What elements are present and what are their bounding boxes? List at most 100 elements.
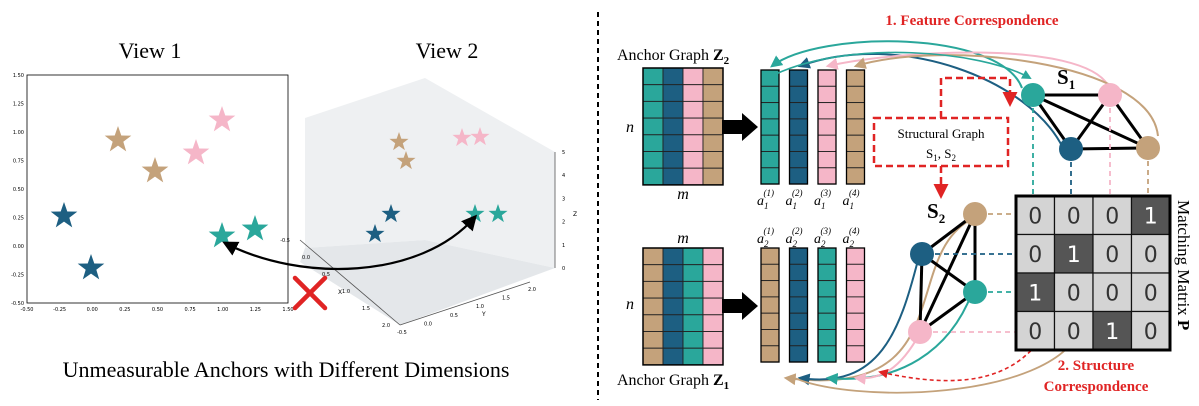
a2-column-cell	[846, 312, 865, 330]
z2-matrix-cell	[642, 67, 664, 86]
red-cross-icon	[292, 275, 328, 311]
z2-matrix-cell	[662, 67, 684, 86]
z2-matrix-cell	[682, 67, 704, 86]
matrix-cell-value: 0	[1144, 243, 1158, 268]
matrix-cell	[1130, 272, 1171, 313]
a1-column-cell	[789, 118, 808, 136]
z1-matrix-cell	[642, 297, 664, 316]
a1-column-cell	[846, 69, 865, 87]
view1-y-tick-label: 0.50	[13, 187, 24, 193]
a1-column-cell	[789, 69, 808, 87]
split-arrow-bottom	[722, 292, 758, 320]
view1-title: View 1	[119, 38, 182, 63]
z2-matrix-cell	[682, 117, 704, 136]
a2-column-cell	[789, 263, 808, 282]
view2-title: View 2	[416, 38, 479, 63]
view1-star-teal-1	[208, 222, 236, 248]
structure-correspondence-label-2: Correspondence	[1044, 379, 1149, 395]
view1-x-tick-label: 0.00	[87, 307, 98, 313]
view1-star-pink-1	[208, 106, 236, 132]
view2-back-pane	[305, 78, 555, 268]
view1-y-ticks: 1.50 1.25 1.00 0.75 0.50 0.25 0.00 -0.25 -0.50	[11, 73, 24, 307]
view2-floor-pane	[300, 240, 555, 325]
s2-label: S2	[927, 199, 945, 226]
matrix-cell	[1015, 272, 1056, 313]
z2-matrix-cell	[642, 100, 664, 119]
view2-z-label: Z	[573, 211, 577, 218]
a1-column-labels: a1(1) a1(2) a1(3) a1(4)	[757, 188, 860, 211]
a1-column-cell	[817, 69, 837, 87]
z1-matrix-cell	[682, 247, 704, 266]
anchor-graph-z1-label: Anchor Graph Z1	[617, 372, 729, 392]
anchor-graph-z2-label: Anchor Graph Z2	[617, 47, 730, 67]
a2-column-cell	[846, 247, 865, 265]
view1-x-tick-label: 1.25	[250, 307, 261, 313]
z1-matrix-cell	[642, 264, 664, 282]
view2-y-axis	[399, 281, 531, 326]
a1-column-cell	[817, 167, 837, 185]
a2-column-labels: a2(1) a2(2) a2(3) a2(4)	[757, 226, 860, 249]
view2-y-tick-label: 1.0	[476, 304, 484, 310]
z1-matrix-cell	[702, 297, 724, 316]
a1-column-cell	[760, 151, 780, 169]
view1-x-tick-label: 0.25	[119, 307, 130, 313]
view2-plot: -0.5 0.0 0.5 1.0 1.5 2.0 -0.5 0.0 0.5 1.0 1.5 2.0 0 1…	[280, 78, 577, 336]
view2-z-tick-label: 4	[562, 173, 565, 179]
z1-matrix-cell	[642, 347, 664, 366]
a2-column-cell	[817, 296, 837, 314]
view2-y-tick-label: 1.5	[502, 296, 510, 302]
view1-star-tan-1	[104, 126, 132, 152]
s1-node-navy	[1059, 137, 1083, 161]
view1-y-tick-label: 1.50	[13, 73, 24, 79]
a1-column-cell	[817, 85, 837, 104]
z2-matrix-cell	[702, 151, 724, 169]
left-panel: View 1 View 2 -0.50 -0.25 0.00 0.25 0.50 0.75…	[11, 38, 577, 382]
a1-column-cell	[760, 167, 780, 185]
view2-z-tick-label: 2	[562, 220, 565, 226]
matrix-cell	[1053, 195, 1094, 236]
z2-matrix-cell	[702, 100, 724, 119]
a1-column-frame	[817, 69, 837, 185]
s1-node-teal	[1021, 83, 1045, 107]
matrix-cell-value: 1	[1028, 281, 1042, 306]
a1-column-cell	[817, 118, 837, 136]
fc-curve-teal	[770, 40, 1023, 89]
a2-column-cell	[817, 345, 837, 363]
s2-node-teal	[963, 280, 987, 304]
z1-matrix-cell	[702, 247, 724, 266]
view1-x-tick-label: -0.25	[53, 307, 66, 313]
s1-label: S1	[1057, 65, 1075, 92]
matrix-cell	[1015, 310, 1056, 351]
matrix-cell-value: 1	[1105, 320, 1119, 345]
view2-y-tick-label: 2.0	[528, 287, 536, 293]
z1-matrix-cell	[682, 331, 704, 349]
z1-matrix-cell	[682, 264, 704, 282]
z1-matrix-cell	[702, 280, 724, 299]
red-dashed-to-s1	[939, 76, 1018, 118]
a2-column-cell	[846, 263, 865, 282]
a1-column-cell	[789, 167, 808, 185]
z1-matrix-cell	[682, 280, 704, 299]
a1-column-cell	[846, 118, 865, 136]
a2-column-cell	[760, 312, 780, 330]
view1-star-tan-2	[141, 157, 169, 183]
split-arrow-top	[722, 113, 758, 141]
z2-matrix-cell	[702, 67, 724, 86]
a1-column-cell	[789, 85, 808, 104]
view1-y-tick-label: 1.00	[13, 130, 24, 136]
z2-matrix-cell	[642, 167, 664, 186]
graph-s2	[918, 212, 977, 334]
view2-z-tick-label: 5	[562, 150, 565, 156]
a1-column-cell	[760, 118, 780, 136]
z2-matrix-cell	[662, 167, 684, 186]
matrix-cell	[1092, 195, 1133, 236]
s2-node-pink	[908, 320, 932, 344]
z2-matrix-cell	[682, 134, 704, 152]
z2-matrix-cell	[682, 84, 704, 102]
z1-matrix-cell	[642, 314, 664, 332]
a2-column-cell	[817, 263, 837, 282]
view1-x-tick-label: 0.50	[152, 307, 163, 313]
a1-column-cell	[846, 151, 865, 169]
view1-y-tick-label: 1.25	[13, 102, 24, 108]
z2-matrix-cell	[702, 167, 724, 186]
